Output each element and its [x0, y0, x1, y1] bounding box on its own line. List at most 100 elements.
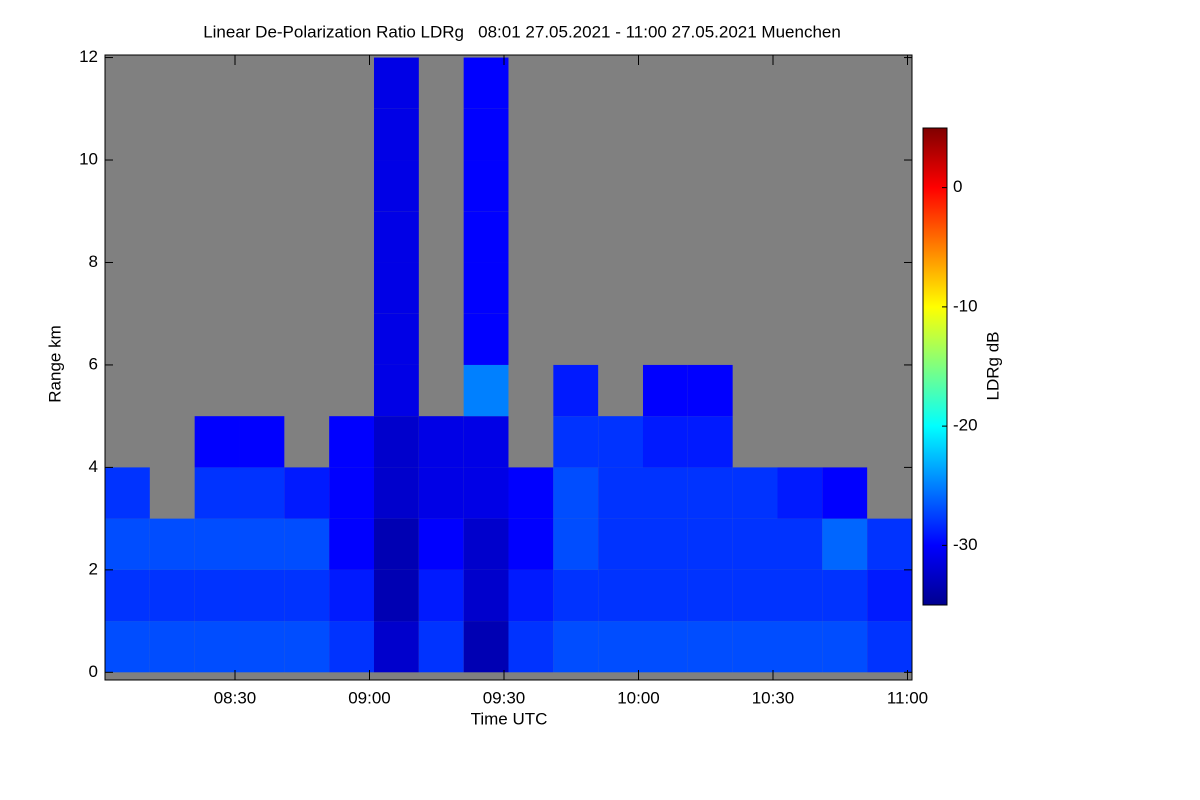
- heat-cell: [553, 518, 599, 570]
- heat-cell: [777, 518, 823, 570]
- heat-cell: [373, 108, 419, 161]
- heat-cell: [642, 467, 688, 519]
- heat-cell: [777, 621, 823, 673]
- heat-cell: [239, 518, 285, 570]
- colorbar-tick-label: -10: [953, 296, 978, 315]
- heat-cell: [463, 621, 509, 673]
- heat-cell: [553, 621, 599, 673]
- heat-cell: [822, 621, 868, 673]
- y-tick-label: 8: [89, 252, 98, 271]
- heat-cell: [732, 621, 778, 673]
- heat-cell: [463, 211, 509, 263]
- heat-cell: [687, 364, 733, 417]
- heat-cell: [822, 569, 868, 622]
- heat-cell: [149, 518, 195, 570]
- heat-cell: [687, 621, 733, 673]
- heat-cell: [687, 518, 733, 570]
- plot-frame: [104, 54, 913, 681]
- y-tick-label: 10: [79, 150, 98, 169]
- heat-cell: [329, 416, 374, 468]
- heat-cell: [508, 621, 554, 673]
- heat-cell: [194, 518, 240, 570]
- heat-cell: [642, 569, 688, 622]
- heat-cell: [373, 364, 419, 417]
- x-tick-label: 11:00: [887, 688, 928, 707]
- y-tick-label: 6: [89, 354, 98, 373]
- heat-cell: [105, 467, 150, 519]
- heat-cell: [373, 160, 419, 212]
- heat-cell: [239, 416, 285, 468]
- x-tick-label: 10:30: [752, 688, 795, 707]
- heat-cell: [732, 518, 778, 570]
- heat-cell: [239, 569, 285, 622]
- heat-cell: [822, 467, 868, 519]
- heat-cell: [598, 518, 643, 570]
- heat-cell: [463, 160, 509, 212]
- heat-cell: [463, 364, 509, 417]
- heat-cell: [373, 416, 419, 468]
- heat-cell: [777, 467, 823, 519]
- plot-area: [105, 55, 912, 680]
- heat-cell: [732, 569, 778, 622]
- colorbar-tick-label: -30: [953, 535, 978, 554]
- heat-cell: [732, 467, 778, 519]
- heat-cell: [867, 569, 912, 622]
- heat-cell: [329, 467, 374, 519]
- heat-cell: [598, 416, 643, 468]
- heat-cell: [149, 621, 195, 673]
- heat-cell: [373, 57, 419, 109]
- heat-cell: [642, 621, 688, 673]
- heat-cell: [284, 467, 330, 519]
- heat-cell: [194, 416, 240, 468]
- y-tick-label: 12: [79, 47, 98, 66]
- heat-cell: [105, 518, 150, 570]
- heat-cell: [777, 569, 823, 622]
- heat-cell: [239, 621, 285, 673]
- colorbar-tick-label: 0: [953, 177, 962, 196]
- heat-cell: [239, 467, 285, 519]
- heat-cell: [598, 569, 643, 622]
- heat-cell: [508, 518, 554, 570]
- heat-cell: [553, 416, 599, 468]
- heat-cell: [598, 467, 643, 519]
- x-axis-label: Time UTC: [471, 709, 548, 728]
- heat-cell: [373, 262, 419, 314]
- heat-cell: [508, 467, 554, 519]
- heat-cell: [867, 518, 912, 570]
- heat-cell: [105, 569, 150, 622]
- heat-cell: [418, 518, 464, 570]
- heat-cell: [194, 621, 240, 673]
- heat-cell: [329, 621, 374, 673]
- y-tick-label: 0: [89, 662, 98, 681]
- heat-cell: [373, 569, 419, 622]
- heat-cell: [822, 518, 868, 570]
- y-axis-label: Range km: [45, 325, 64, 402]
- heat-cell: [553, 467, 599, 519]
- heat-cell: [463, 57, 509, 109]
- heat-cell: [642, 416, 688, 468]
- colorbar-label: LDRg dB: [983, 332, 1002, 401]
- heat-cell: [508, 569, 554, 622]
- chart-title: Linear De-Polarization Ratio LDRg 08:01 …: [203, 22, 841, 41]
- heat-cell: [194, 569, 240, 622]
- x-tick-label: 08:30: [214, 688, 257, 707]
- heat-cell: [418, 467, 464, 519]
- heat-cell: [463, 108, 509, 161]
- heat-cell: [553, 569, 599, 622]
- heat-cell: [463, 467, 509, 519]
- heat-cell: [553, 364, 599, 417]
- heat-cell: [867, 621, 912, 673]
- heat-cell: [418, 416, 464, 468]
- heat-cell: [463, 416, 509, 468]
- heat-cell: [149, 569, 195, 622]
- heat-cell: [194, 467, 240, 519]
- x-tick-label: 10:00: [617, 688, 660, 707]
- heat-cell: [418, 621, 464, 673]
- heat-cell: [284, 621, 330, 673]
- heat-cell: [284, 569, 330, 622]
- heat-cell: [329, 518, 374, 570]
- heat-cell: [463, 569, 509, 622]
- heat-cell: [687, 467, 733, 519]
- colorbar: [922, 127, 948, 606]
